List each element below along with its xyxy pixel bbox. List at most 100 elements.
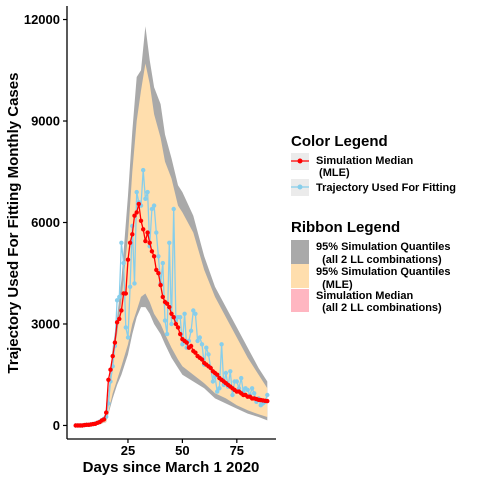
series-point-0 (245, 387, 250, 393)
color-legend-label-median-line1: Simulation Median (316, 155, 413, 167)
series-point-0 (169, 321, 174, 327)
series-point-0 (217, 386, 222, 391)
series-point-0 (160, 260, 165, 266)
y-tick-label: 12000 (24, 12, 60, 27)
ribbon-legend-label-median-all-ll-line2: (all 2 LL combinations) (316, 302, 442, 314)
series-point-0 (180, 342, 185, 347)
series-point-0 (236, 386, 242, 391)
series-point-1 (106, 377, 111, 382)
series-point-1 (101, 417, 107, 422)
series-point-0 (125, 335, 131, 340)
ribbon-legend-key-mle (291, 264, 309, 288)
series-point-0 (119, 240, 124, 245)
series-point-0 (134, 189, 139, 195)
ribbon-legend-label-median-all-ll-line1: Simulation Median (316, 290, 413, 302)
series-point-1 (193, 350, 198, 355)
series-point-1 (108, 367, 113, 372)
series-point-0 (143, 196, 148, 201)
series-point-1 (136, 201, 141, 207)
series-point-1 (156, 271, 161, 276)
series-point-1 (114, 320, 120, 325)
series-point-1 (104, 410, 109, 415)
ribbon-legend-label-all-ll-line2: (all 2 LL combinations) (316, 254, 442, 266)
series-point-0 (215, 389, 220, 394)
series-point-0 (239, 375, 244, 381)
series-point-0 (228, 369, 233, 374)
series-point-0 (210, 379, 216, 384)
series-point-1 (143, 238, 148, 244)
series-point-1 (173, 321, 179, 327)
series-point-0 (151, 203, 157, 208)
series-point-0 (171, 206, 176, 212)
series-point-1 (265, 398, 270, 404)
series-point-1 (110, 353, 115, 359)
series-point-0 (223, 370, 229, 376)
series-point-1 (199, 357, 205, 362)
series-point-0 (219, 342, 224, 347)
series-point-1 (178, 331, 183, 337)
series-point-1 (123, 291, 128, 296)
color-legend-label-median-line2: (MLE) (316, 167, 350, 179)
series-point-0 (164, 331, 170, 337)
series-point-0 (182, 311, 187, 316)
series-point-1 (130, 232, 135, 237)
ribbon-legend-label-mle-line2: (MLE) (316, 279, 353, 291)
series-point-0 (230, 392, 235, 398)
color-legend-label-trajectory: Trajectory Used For Fitting (316, 182, 456, 194)
series-point-1 (119, 308, 124, 313)
series-point-1 (215, 372, 220, 377)
series-point-0 (199, 342, 205, 347)
y-tick-label: 6000 (31, 215, 60, 230)
series-point-1 (127, 240, 133, 245)
y-tick-label: 0 (53, 418, 60, 433)
series-point-0 (234, 379, 239, 384)
series-point-1 (145, 230, 150, 235)
series-point-1 (169, 311, 174, 316)
ribbon-legend-key-all-ll (291, 240, 309, 264)
series-point-1 (132, 213, 137, 218)
series-point-1 (112, 340, 118, 345)
ribbon-legend-label-all-ll-line1: 95% Simulation Quantiles (316, 241, 450, 253)
legend: Color Legend Simulation Median (MLE) Tra… (291, 133, 456, 314)
series-point-0 (141, 167, 146, 173)
series-point-0 (193, 311, 198, 316)
series-point-1 (138, 218, 144, 223)
series-point-1 (160, 294, 165, 300)
series-point-1 (147, 240, 152, 245)
color-legend-key-trajectory (291, 179, 309, 196)
series-point-0 (188, 328, 194, 333)
color-legend-title: Color Legend (291, 133, 388, 150)
series-point-0 (249, 386, 255, 391)
series-point-1 (141, 227, 146, 232)
series-point-0 (206, 352, 211, 357)
series-point-0 (204, 345, 209, 350)
series-point-1 (208, 365, 213, 371)
ticks: 0 3000 6000 9000 12000 25 50 75 (24, 12, 244, 458)
series-point-0 (114, 298, 120, 303)
series-point-0 (191, 308, 196, 313)
series-point-0 (195, 338, 200, 344)
x-tick-label: 75 (230, 443, 244, 458)
x-tick-label: 50 (175, 443, 189, 458)
series-point-1 (151, 254, 157, 259)
series-point-1 (175, 325, 181, 330)
series-point-0 (145, 189, 150, 195)
series-point-1 (125, 257, 131, 262)
x-tick-label: 25 (121, 443, 135, 458)
ribbon-legend-label-mle-line1: 95% Simulation Quantiles (316, 266, 450, 278)
series-point-0 (178, 315, 183, 320)
series-point-0 (117, 294, 122, 300)
series-point-0 (121, 260, 126, 266)
series-point-0 (265, 392, 270, 398)
color-legend-key-median (291, 153, 309, 170)
series-point-0 (132, 281, 137, 286)
series-point-0 (167, 240, 172, 245)
series-point-0 (123, 325, 128, 330)
series-point-0 (127, 284, 133, 289)
series-point-1 (184, 340, 189, 345)
series-point-0 (156, 254, 161, 259)
series-point-0 (154, 230, 159, 235)
y-tick-label: 9000 (31, 114, 60, 129)
series-point-0 (252, 391, 257, 396)
